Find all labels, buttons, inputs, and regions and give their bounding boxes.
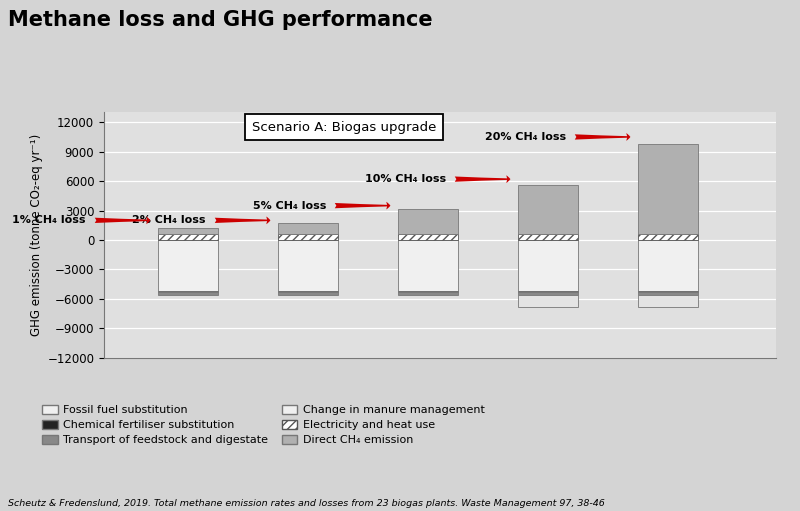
Bar <box>398 234 458 240</box>
Bar <box>278 292 338 295</box>
Bar <box>278 291 338 292</box>
Text: Scheutz & Fredenslund, 2019. Total methane emission rates and losses from 23 bio: Scheutz & Fredenslund, 2019. Total metha… <box>8 499 605 508</box>
Bar <box>158 228 218 234</box>
Bar <box>398 240 458 291</box>
Bar <box>158 234 218 240</box>
Bar <box>638 240 698 291</box>
Text: 1% CH₄ loss: 1% CH₄ loss <box>13 215 86 225</box>
Bar <box>398 208 458 234</box>
Bar <box>518 292 578 295</box>
Bar <box>158 291 218 292</box>
Bar <box>638 291 698 292</box>
Text: 10% CH₄ loss: 10% CH₄ loss <box>365 174 446 184</box>
Bar <box>518 295 578 307</box>
Bar <box>518 185 578 234</box>
Text: 20% CH₄ loss: 20% CH₄ loss <box>485 132 566 142</box>
Bar <box>638 295 698 307</box>
Text: 5% CH₄ loss: 5% CH₄ loss <box>253 201 326 211</box>
Bar <box>278 240 338 291</box>
Bar <box>278 223 338 234</box>
Text: 2% CH₄ loss: 2% CH₄ loss <box>133 215 206 225</box>
Bar <box>518 234 578 240</box>
Legend: Fossil fuel substitution, Chemical fertiliser substitution, Transport of feedsto: Fossil fuel substitution, Chemical ferti… <box>42 405 485 445</box>
Text: Methane loss and GHG performance: Methane loss and GHG performance <box>8 10 433 30</box>
Bar <box>158 240 218 291</box>
Bar <box>398 291 458 292</box>
Bar <box>278 234 338 240</box>
Text: Scenario A: Biogas upgrade: Scenario A: Biogas upgrade <box>252 121 436 134</box>
Bar <box>518 240 578 291</box>
Y-axis label: GHG emission (tonne CO₂-eq yr⁻¹): GHG emission (tonne CO₂-eq yr⁻¹) <box>30 134 43 336</box>
Bar <box>638 144 698 234</box>
Bar <box>158 292 218 295</box>
Bar <box>638 234 698 240</box>
Bar <box>398 292 458 295</box>
Bar <box>518 291 578 292</box>
Bar <box>638 292 698 295</box>
